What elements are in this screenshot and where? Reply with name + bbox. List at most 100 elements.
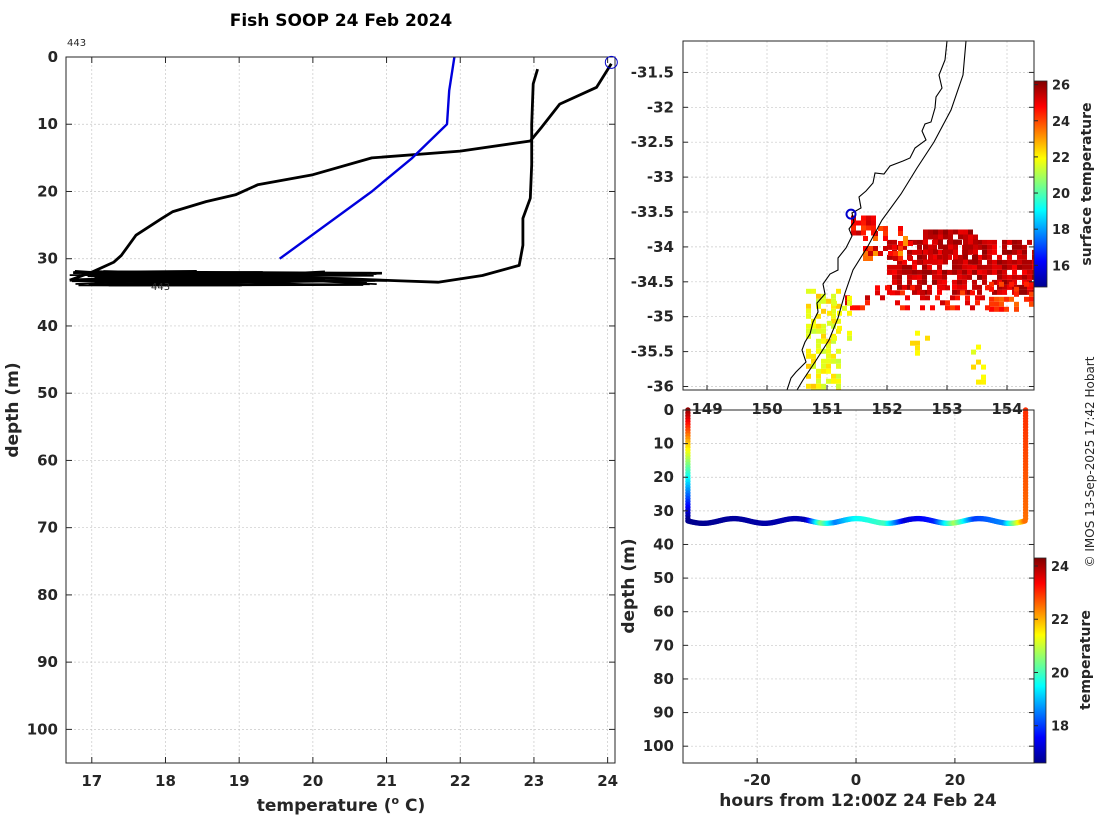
sst-pixel bbox=[1007, 249, 1012, 255]
sst-pixel bbox=[806, 373, 811, 379]
sst-pixel bbox=[981, 379, 986, 385]
sst-pixel bbox=[898, 256, 903, 261]
sst-pixel bbox=[977, 284, 982, 290]
sst-pixel bbox=[962, 279, 967, 285]
sst-pixel bbox=[942, 274, 947, 280]
sst-pixel bbox=[937, 249, 942, 255]
sst-pixel bbox=[928, 259, 933, 265]
sst-pixel bbox=[1022, 274, 1027, 280]
sst-pixel bbox=[943, 254, 948, 260]
sst-pixel bbox=[826, 353, 831, 359]
sst-pixel bbox=[836, 303, 841, 309]
profile-panel: 17 18 19 20 21 22 23 24 0 10 20 30 40 50 60 70 80 90 100 4… bbox=[3, 38, 618, 816]
sst-pixel bbox=[1002, 274, 1007, 280]
sst-pixel bbox=[816, 338, 821, 344]
sst-pixel bbox=[1012, 249, 1017, 255]
sst-pixel bbox=[977, 259, 982, 265]
sst-pixel bbox=[1029, 291, 1034, 297]
section-grid bbox=[683, 409, 1034, 763]
section-ytick-label: 50 bbox=[653, 569, 674, 587]
sst-pixel bbox=[1017, 274, 1022, 280]
sst-pixel bbox=[915, 350, 920, 356]
sst-pixel bbox=[900, 290, 905, 296]
sst-pixel bbox=[987, 249, 992, 255]
map-colorbar-label: surface temperature bbox=[1079, 102, 1095, 265]
sst-pixel bbox=[943, 259, 948, 265]
sst-pixel bbox=[851, 225, 856, 231]
sst-pixel bbox=[908, 241, 913, 246]
figure-title: Fish SOOP 24 Feb 2024 bbox=[230, 11, 453, 31]
sst-pixel bbox=[1002, 259, 1007, 265]
map-colorbar-tick-label: 26 bbox=[1052, 79, 1070, 94]
sst-pixel bbox=[970, 290, 975, 296]
sst-pixel bbox=[989, 296, 994, 302]
sst-pixel bbox=[1017, 259, 1022, 265]
sst-pixel bbox=[982, 274, 987, 280]
sst-pixel bbox=[863, 236, 868, 241]
sst-pixel bbox=[826, 358, 831, 364]
sst-pixel bbox=[897, 274, 902, 280]
map-xtick-label: 153 bbox=[931, 400, 962, 418]
sst-pixel bbox=[957, 289, 962, 295]
sst-pixel bbox=[847, 300, 852, 306]
map-ytick-label: -33.5 bbox=[631, 203, 674, 221]
sst-pixel bbox=[1014, 306, 1019, 312]
sst-pixel bbox=[883, 246, 888, 251]
sst-pixel bbox=[992, 269, 997, 275]
sst-pixel bbox=[831, 323, 836, 329]
map-ticks: 149 150 151 152 153 154 -31.5 -32 -32.5 -33 -33.5 -… bbox=[631, 63, 1034, 418]
sst-pixel bbox=[994, 306, 999, 312]
sst-pixel bbox=[915, 345, 920, 351]
sst-pixel bbox=[816, 343, 821, 349]
sst-pixel bbox=[1027, 259, 1032, 265]
sst-pixel bbox=[1002, 279, 1007, 285]
sst-pixel bbox=[967, 269, 972, 275]
sst-pixel bbox=[968, 259, 973, 265]
sst-pixel bbox=[923, 244, 928, 250]
sst-pixel bbox=[887, 254, 892, 260]
sst-pixel bbox=[912, 274, 917, 280]
sst-pixel bbox=[811, 353, 816, 359]
sst-pixel bbox=[1022, 264, 1027, 270]
sst-pixel bbox=[932, 269, 937, 275]
sst-pixel bbox=[1027, 269, 1032, 275]
sst-pixel bbox=[816, 378, 821, 384]
sst-pixel bbox=[965, 300, 970, 306]
map-ytick-label: -32.5 bbox=[631, 133, 674, 151]
sst-pixel bbox=[943, 229, 948, 235]
sst-pixel bbox=[967, 289, 972, 295]
sst-pixel bbox=[827, 310, 832, 316]
sst-pixel bbox=[1022, 259, 1027, 265]
section-colorbar-tick-label: 22 bbox=[1051, 613, 1069, 628]
sst-pixel bbox=[973, 239, 978, 245]
sst-pixel bbox=[827, 320, 832, 326]
sst-pixel bbox=[1002, 239, 1007, 245]
sst-pixel bbox=[836, 358, 841, 364]
sst-pixel bbox=[871, 220, 876, 226]
sst-pixel bbox=[816, 368, 821, 374]
sst-pixel bbox=[1027, 264, 1032, 270]
section-ytick-label: 90 bbox=[653, 704, 674, 722]
sst-pixel bbox=[920, 290, 925, 296]
sst-pixel bbox=[928, 234, 933, 240]
sst-pixel bbox=[1012, 239, 1017, 245]
sst-pixel bbox=[1027, 284, 1032, 290]
section-xtick-label: -20 bbox=[744, 771, 771, 789]
sst-pixel bbox=[973, 234, 978, 240]
section-ticks: -20 0 20 0 10 20 30 40 50 60 70 80 90 100 bbox=[643, 401, 1034, 789]
map-panel: 149 150 151 152 153 154 -31.5 -32 -32.5 -33 -33.5 -… bbox=[631, 40, 1095, 418]
sst-pixel bbox=[902, 284, 907, 290]
sst-pixel bbox=[928, 244, 933, 250]
sst-pixel bbox=[963, 229, 968, 235]
sst-pixel bbox=[910, 340, 915, 346]
sst-pixel bbox=[831, 338, 836, 344]
profile-axes-box bbox=[65, 56, 616, 764]
sst-pixel bbox=[922, 279, 927, 285]
sst-pixel bbox=[832, 300, 837, 306]
sst-pixel bbox=[831, 353, 836, 359]
sst-pixel bbox=[976, 359, 981, 365]
sst-pixel bbox=[1032, 264, 1034, 270]
sst-pixel bbox=[928, 249, 933, 255]
sst-pixel bbox=[948, 239, 953, 245]
section-ytick-label: 40 bbox=[653, 535, 674, 553]
